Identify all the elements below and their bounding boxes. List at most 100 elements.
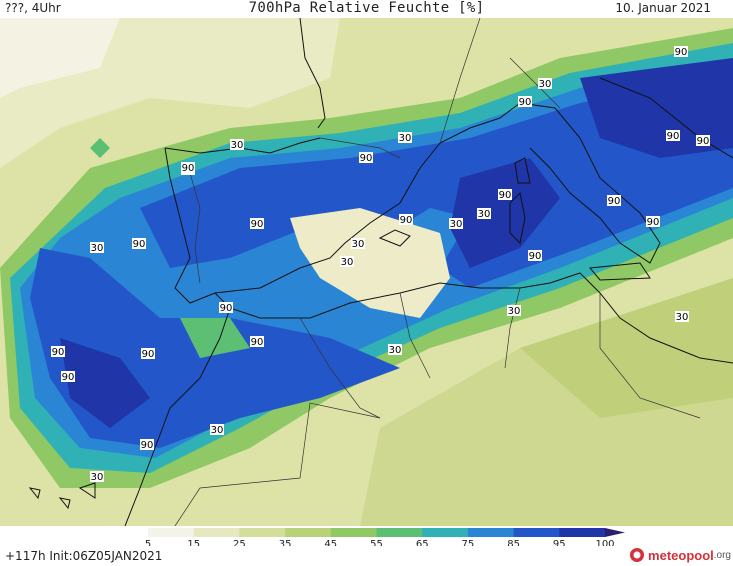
contour-label: 90 (399, 214, 413, 226)
contour-label: 90 (666, 130, 680, 142)
contour-label: 90 (219, 302, 233, 314)
contour-label: 90 (181, 162, 195, 174)
contour-label: 30 (340, 256, 354, 268)
contour-label: 30 (210, 424, 224, 436)
contour-label: 90 (51, 346, 65, 358)
contour-label: 30 (449, 218, 463, 230)
svg-text:30: 30 (389, 345, 402, 356)
legend-tick-label: 100 (595, 539, 614, 546)
svg-text:30: 30 (508, 306, 521, 317)
init-time-label: +117h Init:06Z05JAN2021 (5, 549, 163, 563)
legend-tick-label: 35 (279, 539, 292, 546)
legend-swatch (376, 528, 423, 537)
moist-core-canaries (60, 338, 150, 428)
legend-swatch (559, 528, 606, 537)
contour-label: 30 (675, 311, 689, 323)
map-header: ???, 4Uhr 700hPa Relative Feuchte [%] 10… (0, 0, 733, 20)
svg-text:90: 90 (251, 219, 264, 230)
svg-text:30: 30 (91, 243, 104, 254)
contour-label: 30 (388, 344, 402, 356)
legend-tick-label: 75 (462, 539, 475, 546)
contour-label: 30 (477, 208, 491, 220)
country-borders (174, 18, 701, 526)
contour-label: 30 (90, 242, 104, 254)
forecast-time-label: ???, 4Uhr (5, 1, 61, 15)
humidity-map: 90 30 30 90 30 90 90 90 30 90 90 90 30 3… (0, 18, 733, 526)
svg-text:90: 90 (647, 217, 660, 228)
contour-label: 90 (696, 135, 710, 147)
svg-text:30: 30 (231, 140, 244, 151)
legend-swatch (285, 528, 332, 537)
moist-patch-gibraltar (180, 318, 250, 358)
contour-label: 90 (607, 195, 621, 207)
svg-text:90: 90 (182, 163, 195, 174)
moist-patch-west (90, 138, 110, 158)
svg-text:90: 90 (142, 349, 155, 360)
contour-label: 30 (538, 78, 552, 90)
map-title: 700hPa Relative Feuchte [%] (248, 0, 485, 16)
legend-swatch (467, 528, 515, 537)
contour-label: 90 (518, 96, 532, 108)
color-legend: 5 15 25 35 45 55 65 75 85 95 100 (145, 528, 625, 546)
very-dry-area (0, 18, 120, 98)
contour-label: 90 (528, 250, 542, 262)
svg-text:30: 30 (450, 219, 463, 230)
svg-text:90: 90 (675, 47, 688, 58)
contour-label: 90 (132, 238, 146, 250)
svg-text:90: 90 (697, 136, 710, 147)
svg-text:30: 30 (539, 79, 552, 90)
contour-label: 90 (674, 46, 688, 58)
svg-text:30: 30 (676, 312, 689, 323)
svg-text:90: 90 (52, 347, 65, 358)
legend-tick-label: 15 (187, 539, 200, 546)
contour-label: 90 (250, 218, 264, 230)
legend-tick-label: 85 (507, 539, 520, 546)
legend-swatch (330, 528, 377, 537)
svg-text:30: 30 (341, 257, 354, 268)
contour-label: 90 (140, 439, 154, 451)
contour-label: 90 (61, 371, 75, 383)
moist-core-sardinia (450, 158, 560, 268)
logo-name: meteopool (648, 547, 714, 563)
contour-label: 90 (141, 348, 155, 360)
svg-text:90: 90 (360, 153, 373, 164)
legend-tick-label: 5 (145, 539, 151, 546)
legend-swatch (239, 528, 286, 537)
svg-text:30: 30 (91, 472, 104, 483)
contour-labels: 90 30 30 90 30 90 90 90 30 90 90 90 30 3… (51, 46, 710, 451)
moist-core-iberia-med (140, 73, 733, 288)
svg-text:90: 90 (667, 131, 680, 142)
contour-label: 90 (359, 152, 373, 164)
svg-text:90: 90 (62, 372, 75, 383)
contour-label: 30 (230, 139, 244, 151)
meteopool-logo[interactable]: meteopool .org (629, 546, 731, 564)
svg-text:90: 90 (519, 97, 532, 108)
legend-tick-label: 65 (416, 539, 429, 546)
contour-label: 30 (351, 238, 365, 250)
legend-swatch (148, 528, 195, 537)
svg-text:90: 90 (141, 440, 154, 451)
logo-tld: .org (713, 549, 731, 561)
map-footer: 5 15 25 35 45 55 65 75 85 95 100 +117h Init:06Z05J… (0, 526, 733, 566)
contour-label: 90 (250, 336, 264, 348)
svg-text:30: 30 (399, 133, 412, 144)
svg-text:30: 30 (352, 239, 365, 250)
svg-text:90: 90 (529, 251, 542, 262)
svg-text:90: 90 (608, 196, 621, 207)
contour-label-extra: 30 (90, 471, 104, 483)
moist-core-balkans (580, 58, 733, 158)
svg-text:90: 90 (220, 303, 233, 314)
svg-text:90: 90 (400, 215, 413, 226)
legend-tick-label: 55 (370, 539, 383, 546)
legend-swatch (422, 528, 469, 537)
legend-tick-label: 95 (553, 539, 566, 546)
coastlines (28, 18, 733, 526)
legend-tick-label: 25 (233, 539, 246, 546)
svg-text:90: 90 (499, 190, 512, 201)
legend-tick-label: 45 (324, 539, 337, 546)
svg-text:30: 30 (478, 209, 491, 220)
svg-text:90: 90 (133, 239, 146, 250)
logo-icon (630, 548, 645, 562)
svg-text:90: 90 (251, 337, 264, 348)
svg-text:30: 30 (211, 425, 224, 436)
